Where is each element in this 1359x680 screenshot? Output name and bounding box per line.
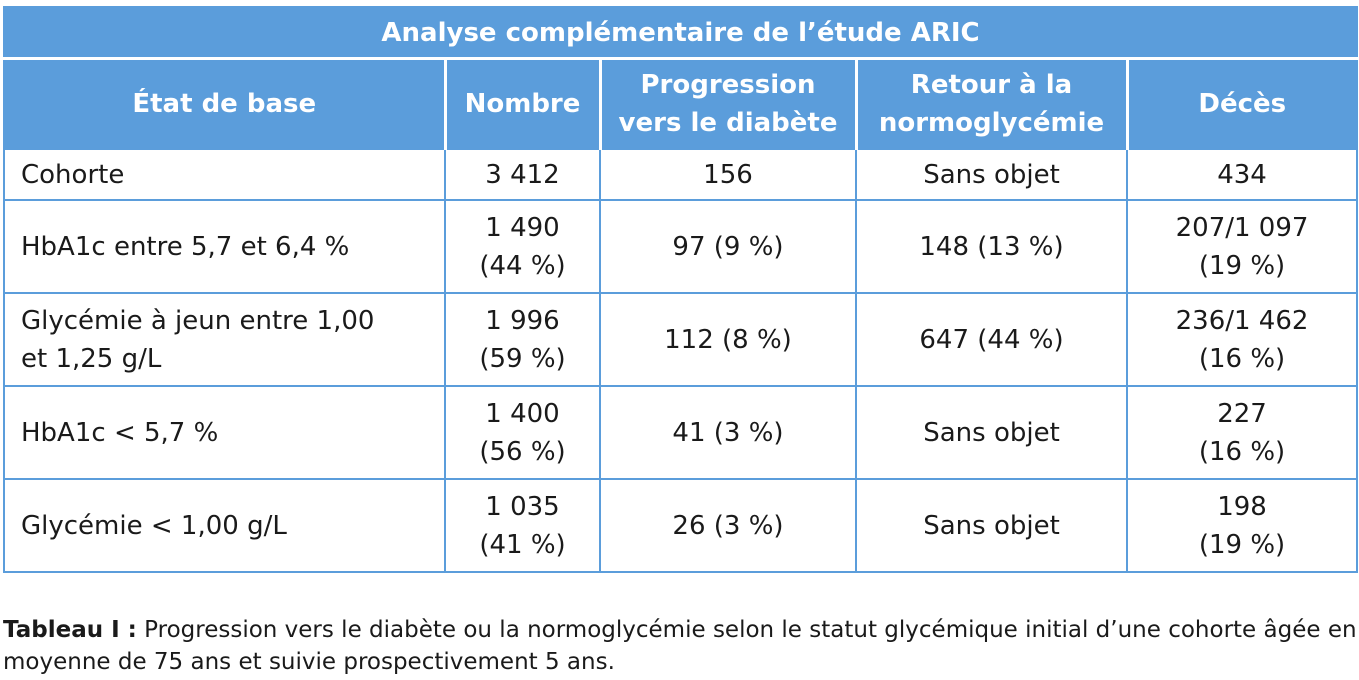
cell-deces-percent: (19 %) [1198, 529, 1286, 560]
cell-deces-value: 236/1 462 [1175, 305, 1309, 336]
cell-retour: Sans objet [855, 385, 1128, 480]
cell-nombre: 1 490 (44 %) [444, 199, 601, 294]
cell-deces: 198 (19 %) [1125, 478, 1359, 573]
cell-nombre-percent: (41 %) [479, 529, 566, 560]
table-caption: Tableau I : Progression vers le diabète … [3, 614, 1359, 678]
table-row: Glycémie à jeun entre 1,00 et 1,25 g/L 1 … [3, 292, 1359, 387]
aric-table: Analyse complémentaire de l’étude ARIC É… [2, 6, 1359, 573]
cell-deces-percent: (16 %) [1198, 436, 1286, 467]
cell-deces: 434 [1125, 148, 1359, 201]
header-deces: Décès [1125, 57, 1359, 150]
cell-nombre: 1 035 (41 %) [444, 478, 601, 573]
cell-progression: 41 (3 %) [599, 385, 857, 480]
cell-deces-value: 198 [1217, 491, 1267, 522]
cell-nombre-percent: (44 %) [479, 250, 566, 281]
header-retour-line2: normoglycémie [878, 108, 1105, 138]
cell-nombre: 1 400 (56 %) [444, 385, 601, 480]
header-progression-line1: Progression [640, 70, 816, 100]
cell-progression: 112 (8 %) [599, 292, 857, 387]
cell-nombre-value: 1 996 [485, 305, 560, 336]
cell-nombre-value: 1 400 [485, 398, 560, 429]
cell-deces-percent: (16 %) [1198, 343, 1286, 374]
cell-retour: 148 (13 %) [855, 199, 1128, 294]
cell-deces: 227 (16 %) [1125, 385, 1359, 480]
cell-deces: 207/1 097 (19 %) [1125, 199, 1359, 294]
cell-deces: 236/1 462 (16 %) [1125, 292, 1359, 387]
cell-etat-line1: Glycémie à jeun entre 1,00 [21, 305, 375, 336]
table-header-row: État de base Nombre Progression vers le d… [3, 57, 1359, 150]
cell-nombre: 3 412 [444, 148, 601, 201]
header-etat: État de base [3, 57, 446, 150]
table-row: Cohorte 3 412 156 Sans objet 434 [3, 148, 1359, 201]
cell-etat: HbA1c entre 5,7 et 6,4 % [3, 199, 446, 294]
cell-deces-value: 227 [1217, 398, 1267, 429]
cell-progression: 156 [599, 148, 857, 201]
table-row: HbA1c entre 5,7 et 6,4 % 1 490 (44 %) 97 … [3, 199, 1359, 294]
header-nombre: Nombre [443, 57, 601, 150]
header-retour-line1: Retour à la [910, 70, 1073, 100]
cell-etat: Glycémie à jeun entre 1,00 et 1,25 g/L [3, 292, 446, 387]
cell-deces-percent: (19 %) [1198, 250, 1286, 281]
table-row: Glycémie < 1,00 g/L 1 035 (41 %) 26 (3 %)… [3, 478, 1359, 573]
cell-etat: Cohorte [3, 148, 446, 201]
cell-nombre-value: 1 490 [485, 212, 560, 243]
cell-deces-value: 207/1 097 [1175, 212, 1309, 243]
cell-etat: Glycémie < 1,00 g/L [3, 478, 446, 573]
cell-etat-line2: et 1,25 g/L [21, 343, 162, 374]
table-row: HbA1c < 5,7 % 1 400 (56 %) 41 (3 %) Sans … [3, 385, 1359, 480]
cell-retour: 647 (44 %) [855, 292, 1128, 387]
cell-retour: Sans objet [855, 148, 1128, 201]
header-progression: Progression vers le diabète [598, 57, 857, 150]
table-title: Analyse complémentaire de l’étude ARIC [2, 6, 1359, 60]
cell-nombre-percent: (56 %) [479, 436, 566, 467]
caption-text: Progression vers le diabète ou la normog… [3, 617, 1357, 675]
cell-nombre: 1 996 (59 %) [444, 292, 601, 387]
cell-nombre-percent: (59 %) [479, 343, 566, 374]
cell-progression: 26 (3 %) [599, 478, 857, 573]
cell-progression: 97 (9 %) [599, 199, 857, 294]
table-title-row: Analyse complémentaire de l’étude ARIC [2, 6, 1359, 60]
header-retour: Retour à la normoglycémie [854, 57, 1128, 150]
cell-nombre-value: 1 035 [485, 491, 560, 522]
caption-label: Tableau I : [3, 617, 137, 643]
header-progression-line2: vers le diabète [618, 108, 838, 138]
cell-etat: HbA1c < 5,7 % [3, 385, 446, 480]
cell-retour: Sans objet [855, 478, 1128, 573]
